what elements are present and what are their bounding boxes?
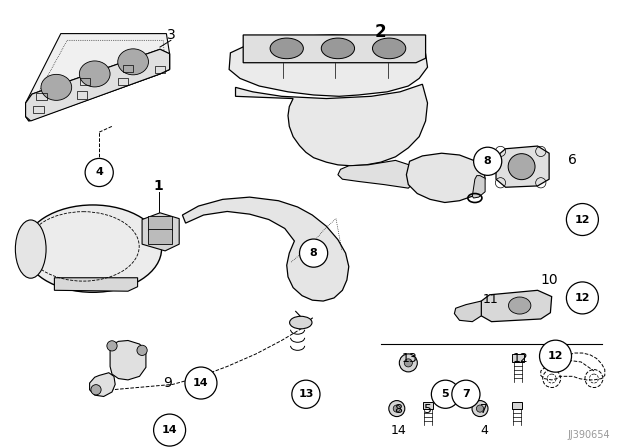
Text: 6: 6: [568, 153, 577, 168]
Polygon shape: [148, 229, 172, 244]
Polygon shape: [236, 84, 428, 166]
Text: 12: 12: [548, 351, 563, 361]
Text: 8: 8: [394, 403, 402, 417]
Text: 10: 10: [540, 273, 558, 287]
Circle shape: [452, 380, 480, 408]
Polygon shape: [481, 290, 552, 322]
Circle shape: [566, 203, 598, 236]
Circle shape: [85, 159, 113, 186]
Text: 4: 4: [95, 168, 103, 177]
Ellipse shape: [509, 297, 531, 314]
Ellipse shape: [41, 74, 72, 100]
Polygon shape: [496, 146, 549, 187]
Circle shape: [540, 340, 572, 372]
Ellipse shape: [289, 316, 312, 329]
Text: 14: 14: [390, 423, 406, 437]
Ellipse shape: [270, 38, 303, 59]
Polygon shape: [512, 402, 522, 409]
Circle shape: [393, 405, 401, 412]
Circle shape: [472, 401, 488, 417]
Text: 12: 12: [513, 352, 529, 365]
Text: 14: 14: [162, 425, 177, 435]
Circle shape: [476, 405, 484, 412]
Polygon shape: [142, 213, 179, 251]
Text: 12: 12: [575, 215, 590, 224]
Text: 4: 4: [480, 423, 488, 437]
Polygon shape: [26, 49, 170, 121]
Polygon shape: [243, 35, 426, 63]
Text: 7: 7: [462, 389, 470, 399]
Polygon shape: [54, 278, 138, 291]
Polygon shape: [338, 160, 415, 188]
Text: 9: 9: [163, 376, 172, 390]
Circle shape: [404, 359, 412, 367]
Polygon shape: [90, 373, 115, 396]
Ellipse shape: [24, 205, 161, 292]
Circle shape: [474, 147, 502, 175]
Circle shape: [431, 380, 460, 408]
Circle shape: [185, 367, 217, 399]
Text: 11: 11: [483, 293, 498, 306]
Polygon shape: [472, 176, 485, 198]
Polygon shape: [406, 153, 485, 202]
Text: 5: 5: [442, 389, 449, 399]
Polygon shape: [148, 216, 172, 230]
Text: 12: 12: [575, 293, 590, 303]
Text: 14: 14: [193, 378, 209, 388]
Text: 8: 8: [310, 248, 317, 258]
Circle shape: [91, 385, 101, 395]
Circle shape: [292, 380, 320, 408]
Polygon shape: [454, 301, 481, 322]
Ellipse shape: [372, 38, 406, 59]
Text: 2: 2: [375, 23, 387, 41]
Text: 13: 13: [298, 389, 314, 399]
Polygon shape: [422, 402, 433, 409]
Polygon shape: [110, 340, 146, 380]
Ellipse shape: [79, 61, 110, 87]
Text: 1: 1: [154, 179, 164, 193]
Text: 8: 8: [484, 156, 492, 166]
Circle shape: [107, 341, 117, 351]
Text: 7: 7: [480, 403, 488, 417]
Text: 3: 3: [166, 28, 175, 42]
Polygon shape: [182, 197, 349, 301]
Text: 13: 13: [402, 352, 417, 365]
Ellipse shape: [508, 154, 535, 180]
Ellipse shape: [15, 220, 46, 278]
Polygon shape: [229, 35, 428, 96]
Ellipse shape: [118, 49, 148, 75]
Circle shape: [566, 282, 598, 314]
Polygon shape: [26, 49, 170, 121]
Circle shape: [389, 401, 405, 417]
Circle shape: [300, 239, 328, 267]
Polygon shape: [513, 354, 524, 362]
Circle shape: [399, 354, 417, 372]
Text: 5: 5: [424, 403, 432, 417]
Text: JJ390654: JJ390654: [568, 430, 610, 439]
Circle shape: [154, 414, 186, 446]
Ellipse shape: [321, 38, 355, 59]
Polygon shape: [26, 34, 170, 121]
Circle shape: [137, 345, 147, 355]
